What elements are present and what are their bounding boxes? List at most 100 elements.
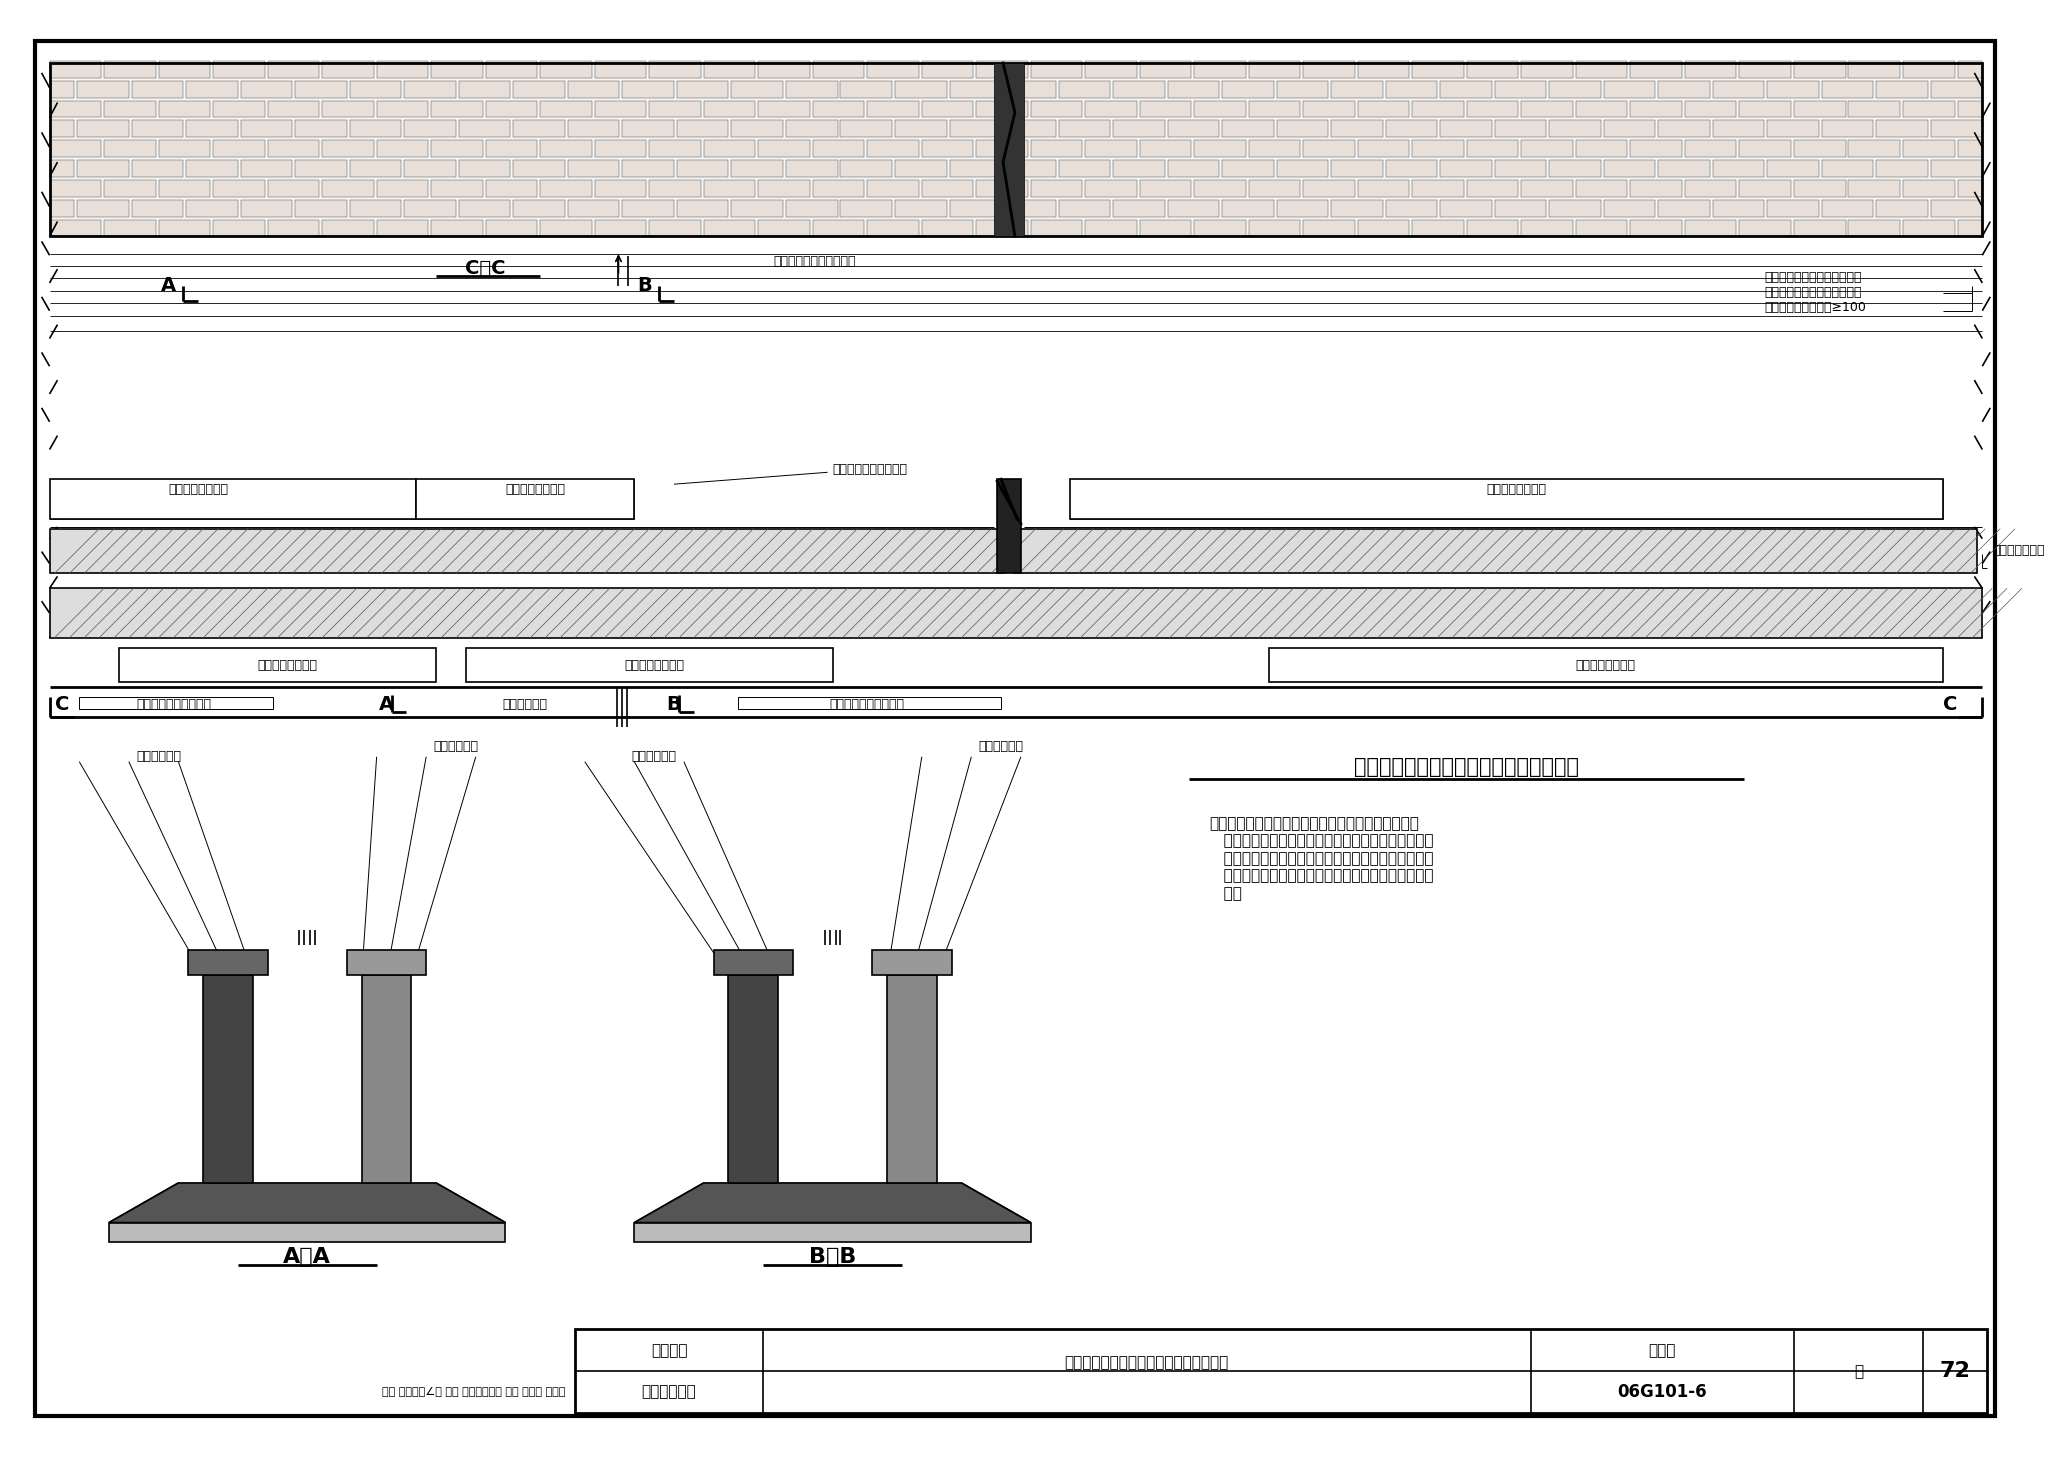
Text: 结构乙的基础连梁: 结构乙的基础连梁 [168, 482, 227, 495]
Bar [1931, 121, 1982, 137]
Bar [1223, 160, 1274, 176]
Bar [377, 220, 428, 236]
Bar [158, 140, 211, 157]
Bar [1249, 101, 1300, 118]
Bar [1931, 160, 1982, 176]
Bar [1059, 160, 1110, 176]
Bar [895, 80, 946, 98]
Bar [739, 698, 1001, 710]
Bar [203, 975, 252, 1183]
Bar [377, 61, 428, 77]
Bar [1931, 200, 1982, 217]
Bar [1495, 121, 1546, 137]
Bar [1112, 200, 1165, 217]
Bar [1466, 101, 1518, 118]
Bar [623, 200, 674, 217]
Bar [295, 200, 346, 217]
Bar [1466, 61, 1518, 77]
Bar [1303, 140, 1356, 157]
Bar [1823, 160, 1874, 176]
Bar [1548, 80, 1602, 98]
Bar [922, 140, 973, 157]
Bar [242, 160, 293, 176]
Bar [1686, 101, 1737, 118]
Bar [49, 479, 416, 519]
Bar [1958, 220, 1982, 236]
Bar [1958, 61, 1982, 77]
Bar [1112, 80, 1165, 98]
Bar [295, 80, 346, 98]
Bar [1522, 61, 1573, 77]
Bar [459, 80, 510, 98]
Bar [377, 101, 428, 118]
Bar [1440, 160, 1491, 176]
Bar [1194, 220, 1245, 236]
Bar [1194, 61, 1245, 77]
Bar [1712, 121, 1763, 137]
Bar [1276, 121, 1329, 137]
Bar [1630, 179, 1681, 197]
Bar [109, 1222, 506, 1243]
Bar [1268, 648, 1944, 682]
Bar [1030, 61, 1081, 77]
Bar [1413, 179, 1464, 197]
Bar [678, 80, 729, 98]
Bar [514, 80, 565, 98]
Bar [1604, 200, 1655, 217]
Bar [158, 61, 211, 77]
Bar [1849, 220, 1901, 236]
Text: 结构甲的基础连梁: 结构甲的基础连梁 [258, 659, 317, 672]
Bar [705, 179, 756, 197]
Bar [1303, 179, 1356, 197]
Text: 结构乙的分段条形基础: 结构乙的分段条形基础 [834, 463, 907, 476]
Bar [705, 220, 756, 236]
Bar [1767, 160, 1819, 176]
Bar [1739, 140, 1792, 157]
Bar [1440, 80, 1491, 98]
Bar [322, 220, 373, 236]
Bar [731, 80, 782, 98]
Text: 注：基础沉降缝两边相互独立的两套结构在水平和垂
   直方向均应有可满足各自沉降所需要的空间。地下框
   架梁下的回填材料详见具体工程的设计说明，当设计
  : 注：基础沉降缝两边相互独立的两套结构在水平和垂 直方向均应有可满足各自沉降所需要… [1208, 816, 1434, 900]
Bar [1495, 200, 1546, 217]
Bar [1085, 140, 1137, 157]
Bar [1794, 140, 1845, 157]
Bar [623, 80, 674, 98]
Bar [1903, 140, 1954, 157]
Bar [213, 179, 264, 197]
Bar [1686, 220, 1737, 236]
Bar [1331, 80, 1382, 98]
Bar [485, 61, 537, 77]
Bar [1604, 121, 1655, 137]
Bar [649, 101, 700, 118]
Bar [1659, 80, 1710, 98]
Bar [1358, 61, 1409, 77]
Bar [1141, 61, 1192, 77]
Bar [432, 101, 483, 118]
Bar [1167, 160, 1219, 176]
Bar [1466, 220, 1518, 236]
Bar [541, 179, 592, 197]
Bar [1522, 220, 1573, 236]
Bar [1059, 80, 1110, 98]
Bar [213, 101, 264, 118]
Bar [213, 61, 264, 77]
Bar [242, 200, 293, 217]
Bar [104, 140, 156, 157]
Bar [1903, 220, 1954, 236]
Text: 结构乙的构件: 结构乙的构件 [979, 740, 1024, 753]
Bar [459, 121, 510, 137]
Bar [541, 220, 592, 236]
Bar [49, 160, 74, 176]
Bar [104, 179, 156, 197]
Bar [813, 140, 864, 157]
Bar [1071, 479, 1944, 519]
Bar [866, 101, 920, 118]
Bar [1630, 220, 1681, 236]
Bar [1630, 140, 1681, 157]
Bar [131, 200, 184, 217]
Bar [758, 220, 809, 236]
Bar [1712, 80, 1763, 98]
Text: 结构乙的构件: 结构乙的构件 [434, 740, 479, 753]
Bar [459, 160, 510, 176]
Bar [1413, 61, 1464, 77]
